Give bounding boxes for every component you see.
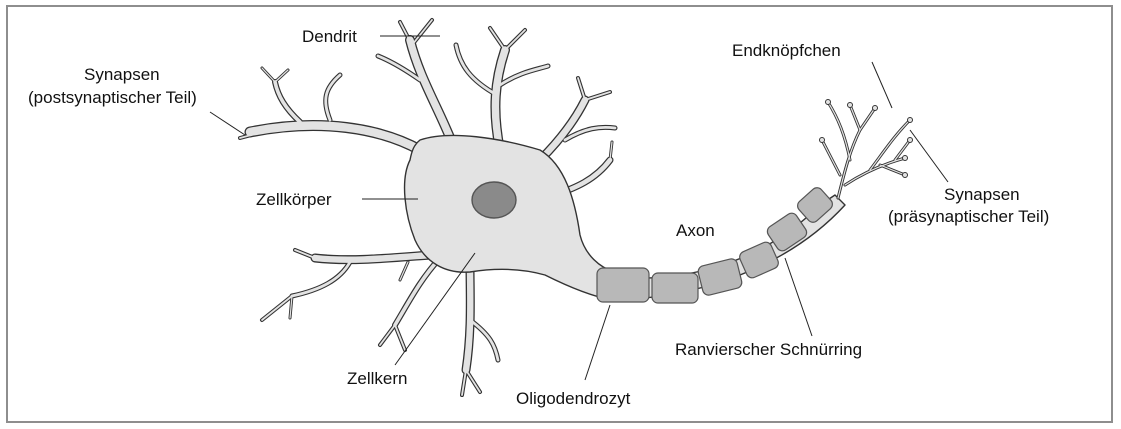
label-dendrit: Dendrit bbox=[302, 27, 357, 46]
label-endknoepfchen: Endknöpfchen bbox=[732, 41, 841, 60]
label-zellkoerper: Zellkörper bbox=[256, 190, 332, 209]
label-synapsen-post: Synapsen bbox=[84, 65, 160, 84]
myelin-sheath bbox=[596, 187, 833, 304]
terminal-buttons bbox=[819, 99, 913, 178]
leader-lines bbox=[209, 35, 949, 381]
label-synapsen-post-teil: (postsynaptischer Teil) bbox=[28, 88, 197, 107]
label-oligodendrozyt: Oligodendrozyt bbox=[516, 389, 631, 408]
axon-terminal bbox=[820, 100, 912, 200]
cell-nucleus bbox=[471, 181, 517, 219]
label-synapsen-prae: Synapsen bbox=[944, 185, 1020, 204]
label-zellkern: Zellkern bbox=[347, 369, 407, 388]
cell-body bbox=[403, 134, 616, 301]
neuron bbox=[238, 18, 913, 397]
label-synapsen-prae-teil: (präsynaptischer Teil) bbox=[888, 207, 1049, 226]
label-ranvier: Ranvierscher Schnürring bbox=[675, 340, 862, 359]
dendrites bbox=[238, 18, 618, 397]
labels: Dendrit Synapsen (postsynaptischer Teil)… bbox=[28, 27, 1049, 408]
label-axon: Axon bbox=[676, 221, 715, 240]
